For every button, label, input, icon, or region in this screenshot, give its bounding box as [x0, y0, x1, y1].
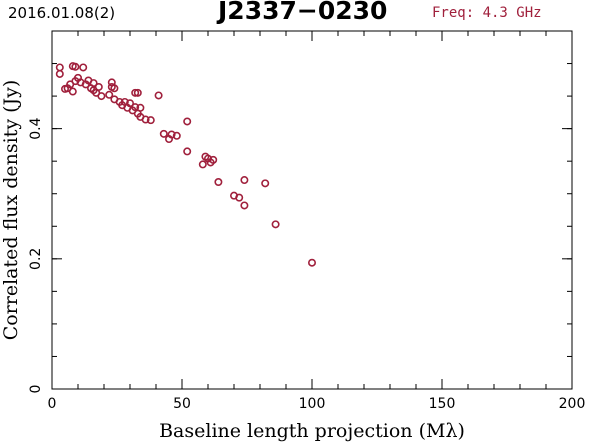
data-point: [110, 84, 119, 93]
data-point: [146, 116, 155, 125]
x-tick-label: 200: [559, 396, 586, 412]
data-point: [89, 79, 98, 88]
axis-tick-labels: 0 50 100 150 200 0 0.2 0.4: [28, 117, 585, 412]
x-axis-title: Baseline length projection (Mλ): [159, 420, 465, 442]
data-point: [271, 220, 280, 229]
data-point: [240, 201, 249, 210]
data-point: [154, 91, 163, 100]
data-point: [209, 155, 218, 164]
data-point: [159, 129, 168, 138]
data-point: [94, 82, 103, 91]
observation-date: 2016.01.08(2): [8, 4, 116, 22]
data-point: [126, 99, 135, 108]
data-point: [55, 69, 64, 78]
x-tick-label: 0: [48, 396, 57, 412]
data-point: [55, 63, 64, 72]
data-point: [105, 90, 114, 99]
data-point: [214, 178, 223, 187]
plot-frame: [51, 30, 573, 390]
chart-title: J2337−0230: [218, 0, 388, 25]
x-tick-label: 100: [299, 396, 326, 412]
axis-ticks: [51, 30, 573, 390]
data-points: [55, 62, 316, 267]
data-point: [198, 160, 207, 169]
x-tick-label: 50: [173, 396, 191, 412]
data-point: [133, 88, 142, 97]
data-point: [131, 103, 140, 112]
y-tick-label: 0.2: [28, 248, 44, 270]
data-point: [68, 87, 77, 96]
data-point: [71, 62, 80, 71]
data-point: [235, 193, 244, 202]
data-point: [240, 176, 249, 185]
data-point: [183, 147, 192, 156]
y-tick-label: 0.4: [28, 117, 44, 139]
data-point: [307, 258, 316, 267]
data-point: [141, 115, 150, 124]
frequency-label: Freq: 4.3 GHz: [432, 5, 542, 21]
data-point: [131, 88, 140, 97]
data-point: [79, 63, 88, 72]
data-point: [97, 92, 106, 101]
data-point: [136, 103, 145, 112]
data-point: [167, 130, 176, 139]
data-point: [183, 117, 192, 126]
y-axis-title: Correlated flux density (Jy): [0, 80, 22, 341]
data-point: [261, 179, 270, 188]
data-point: [172, 131, 181, 140]
x-tick-label: 150: [429, 396, 456, 412]
y-tick-label: 0: [28, 385, 44, 394]
